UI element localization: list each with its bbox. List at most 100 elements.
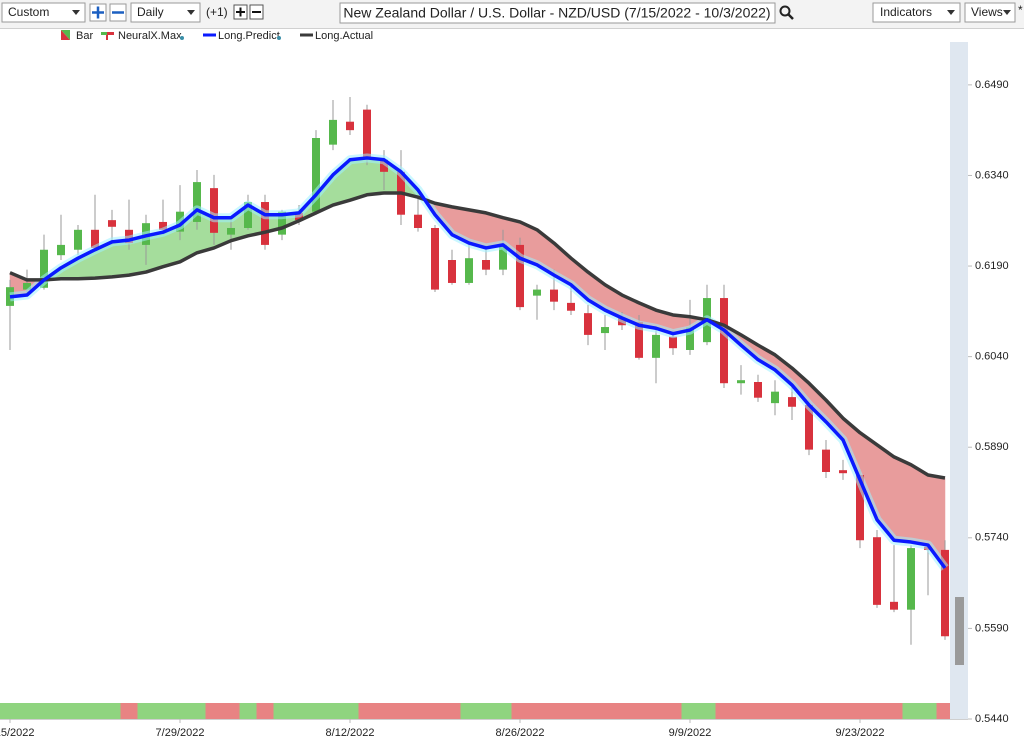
candle-body [533, 289, 541, 296]
signal-cell [0, 703, 19, 719]
signal-cell [460, 703, 478, 719]
signal-cell [477, 703, 495, 719]
signal-cell [630, 703, 648, 719]
candle-body [210, 188, 218, 233]
interval-dropdown[interactable] [130, 2, 201, 23]
x-tick-label: 9/23/2022 [836, 727, 885, 739]
signal-cell [137, 703, 155, 719]
signal-cell [562, 703, 580, 719]
signal-cell [307, 703, 325, 719]
signal-cell [188, 703, 206, 719]
candle-body [329, 119, 337, 145]
dropdown-arrow [947, 10, 955, 15]
candle-body [414, 214, 422, 228]
scrollbar-thumb[interactable] [955, 597, 964, 665]
legend-label: Long.Actual [315, 30, 373, 42]
candle-body [312, 138, 320, 212]
candle-body [771, 391, 779, 404]
signal-cell [290, 703, 308, 719]
candle-body [346, 121, 354, 131]
candle-body [431, 227, 439, 290]
signal-cell [103, 703, 121, 719]
dropdown-arrow [1003, 10, 1011, 15]
signal-cell [749, 703, 767, 719]
y-tick-label: 0.5590 [975, 622, 1009, 634]
signal-cell [596, 703, 614, 719]
signal-cell [732, 703, 750, 719]
candle-body [550, 289, 558, 302]
x-tick-label: 8/12/2022 [326, 727, 375, 739]
x-tick-label: 9/9/2022 [669, 727, 712, 739]
signal-cell [936, 703, 950, 719]
signal-cell [885, 703, 903, 719]
signal-cell [273, 703, 291, 719]
y-tick-label: 0.6040 [975, 351, 1009, 363]
candle-body [822, 449, 830, 472]
candle-body [363, 109, 371, 160]
signal-cell [800, 703, 818, 719]
x-tick-label: 8/26/2022 [496, 727, 545, 739]
search-icon-handle [787, 13, 794, 20]
candle-body [652, 334, 660, 358]
candle-body [499, 244, 507, 270]
candle-body [159, 221, 167, 230]
views-dropdown[interactable] [964, 2, 1016, 23]
candle-body [74, 229, 82, 250]
scrollbar-track[interactable] [950, 42, 968, 719]
legend-label: Long.Predict [218, 30, 280, 42]
candle-body [890, 601, 898, 610]
x-tick-label: 7/29/2022 [156, 727, 205, 739]
candle-body [465, 258, 473, 283]
signal-cell [851, 703, 869, 719]
legend-icon-neuralx [107, 32, 114, 35]
candle-body [261, 202, 269, 245]
offset-text: (+1) [206, 5, 228, 19]
signal-cell [341, 703, 359, 719]
candle-body [805, 404, 813, 450]
legend-icon-neuralx [101, 32, 107, 35]
candle-body [278, 211, 286, 235]
candle-body [23, 282, 31, 290]
symbol-box[interactable] [339, 2, 776, 24]
toolbar-controls: Custom Daily (+1) New Zealand Dollar / U… [1, 2, 1023, 24]
signal-cell [698, 703, 716, 719]
signal-cell [409, 703, 427, 719]
signal-cell [443, 703, 461, 719]
candle-body [601, 327, 609, 334]
interval-text: Daily [137, 5, 164, 19]
predict-line [9, 156, 947, 570]
y-tick-label: 0.6190 [975, 260, 1009, 272]
indicators-dropdown[interactable] [872, 2, 961, 23]
signal-cell [715, 703, 733, 719]
legend-icon-bar [61, 30, 70, 40]
signal-cell [647, 703, 665, 719]
views-text: Views [971, 5, 1003, 19]
signal-cell [528, 703, 546, 719]
plus-icon [92, 6, 104, 19]
candle-body [40, 249, 48, 288]
signal-cell [154, 703, 172, 719]
candle-body [754, 382, 762, 398]
candle-body [108, 220, 116, 227]
signal-cell [766, 703, 784, 719]
plot-area [0, 96, 950, 719]
search-icon[interactable] [779, 5, 791, 17]
signal-cell [375, 703, 393, 719]
plus-icon [236, 7, 245, 17]
candle-body [193, 182, 201, 222]
signal-cell [834, 703, 852, 719]
signal-cell [817, 703, 835, 719]
signal-cell [664, 703, 682, 719]
spread-fill [893, 456, 912, 543]
candle-body [720, 298, 728, 384]
period-text: Custom [8, 5, 49, 19]
candle-body [516, 244, 524, 308]
signal-cell [783, 703, 801, 719]
candle-body [941, 549, 949, 637]
signal-cell [613, 703, 631, 719]
candle-body [686, 327, 694, 350]
candle-body [788, 397, 796, 407]
candle-body [856, 475, 864, 541]
period-dropdown[interactable] [1, 2, 86, 23]
